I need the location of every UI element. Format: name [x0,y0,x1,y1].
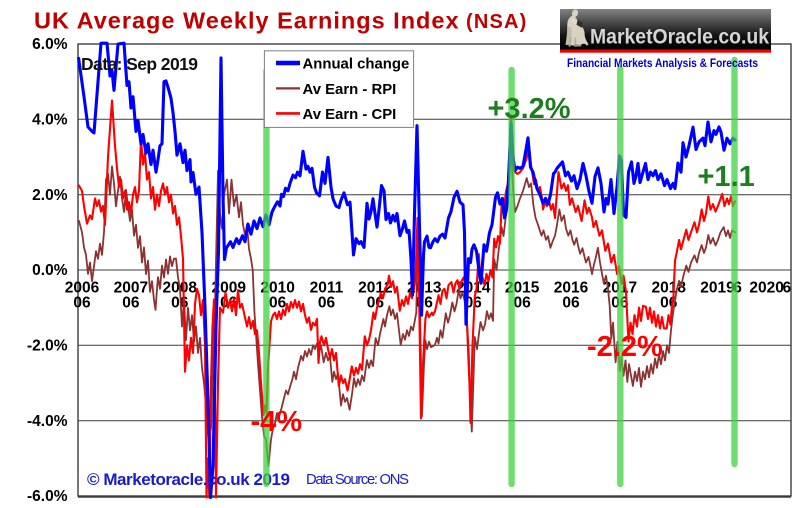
svg-text:06: 06 [513,295,531,312]
svg-text:06: 06 [562,295,580,312]
svg-text:2016: 2016 [554,280,589,297]
svg-text:Financial Markets Analysis & F: Financial Markets Analysis & Forecasts [567,56,758,70]
svg-text:Av Earn - CPI: Av Earn - CPI [303,107,397,123]
svg-text:-2.0%: -2.0% [27,338,68,355]
svg-text:2.0%: 2.0% [32,187,68,204]
svg-text:-4.0%: -4.0% [27,413,68,430]
svg-text:4.0%: 4.0% [32,112,68,129]
svg-text:© Marketoracle.co.uk 2019: © Marketoracle.co.uk 2019 [87,470,290,489]
svg-text:6: 6 [782,280,791,297]
svg-text:-4%: -4% [251,406,303,438]
svg-text:Annual change: Annual change [303,57,410,73]
svg-text:06: 06 [269,295,287,312]
svg-text:Data: Sep 2019: Data: Sep 2019 [81,54,198,74]
svg-text:MarketOracle.co.uk: MarketOracle.co.uk [590,26,769,49]
svg-text:UK Average Weekly Earnings Ind: UK Average Weekly Earnings Index [34,7,460,33]
svg-text:06: 06 [73,295,91,312]
svg-text:-6.0%: -6.0% [27,488,68,505]
svg-text:2013: 2013 [407,280,442,297]
svg-text:06: 06 [122,295,140,312]
svg-text:2011: 2011 [310,280,344,297]
svg-text:06: 06 [465,295,483,312]
svg-text:-2.2%: -2.2% [587,331,663,363]
svg-text:+3.2%: +3.2% [488,93,571,125]
svg-text:2007: 2007 [114,280,148,297]
svg-text:0.0%: 0.0% [32,262,68,279]
svg-text:(NSA): (NSA) [466,11,528,33]
svg-text:+1.1: +1.1 [698,161,755,193]
svg-text:2020: 2020 [749,280,783,297]
svg-text:2006: 2006 [65,280,100,297]
svg-text:06: 06 [318,295,336,312]
svg-text:Av Earn - RPI: Av Earn - RPI [303,82,397,98]
svg-text:6.0%: 6.0% [32,36,68,53]
svg-text:2019: 2019 [700,280,735,297]
svg-text:Data Source: ONS: Data Source: ONS [306,472,409,488]
